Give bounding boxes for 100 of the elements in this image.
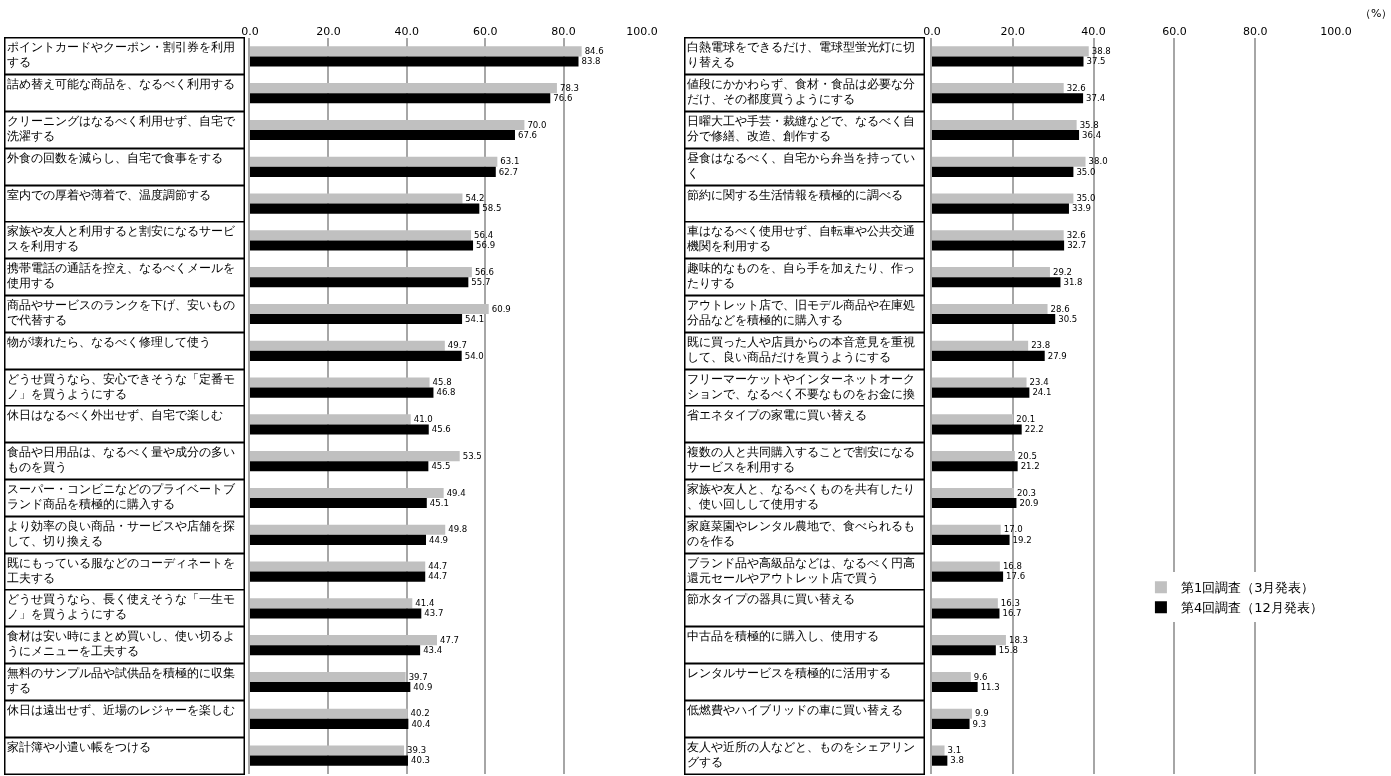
- bar: [250, 561, 426, 572]
- y-tick-label: 既に買った人や店員からの本音意見を重視して、良い商品だけを買うようにする: [686, 334, 915, 365]
- data-label: 40.2: [410, 708, 430, 719]
- y-tick-label: 趣味的なものを、自ら手を加えたり、作ったりする: [686, 260, 915, 291]
- y-tick-label: 家族や友人と利用すると割安になるサービスを利用する: [6, 223, 236, 254]
- data-label: 23.4: [1029, 377, 1049, 388]
- y-tick-label: 食材は安い時にまとめ買いし、使い切るようにメニューを工夫する: [6, 628, 235, 659]
- data-label: 37.5: [1086, 56, 1106, 67]
- x-tick-label: 0.0: [241, 24, 259, 38]
- data-label: 31.8: [1063, 276, 1083, 287]
- data-label: 54.1: [465, 313, 485, 324]
- data-label: 20.5: [1017, 450, 1037, 461]
- data-label: 46.8: [436, 387, 456, 398]
- y-tick-label: 低燃費やハイブリッドの車に買い替える: [686, 702, 903, 717]
- data-label: 23.8: [1031, 340, 1051, 351]
- data-label: 44.7: [428, 571, 448, 582]
- data-label: 29.2: [1052, 266, 1073, 277]
- data-label: 55.7: [471, 276, 491, 287]
- data-label: 28.6: [1050, 303, 1070, 314]
- data-label: 11.3: [980, 681, 1000, 692]
- data-label: 45.5: [431, 460, 451, 471]
- bar: [250, 635, 437, 646]
- bar: [932, 414, 1014, 425]
- bar: [250, 718, 409, 729]
- data-label: 47.7: [440, 634, 460, 645]
- bar: [932, 534, 1010, 545]
- bar: [932, 277, 1061, 288]
- data-label: 32.6: [1066, 230, 1086, 241]
- bar: [932, 340, 1029, 351]
- y-tick-label: 既にもっている服などのコーディネートを工夫する: [6, 555, 235, 586]
- data-label: 41.4: [415, 598, 435, 609]
- data-label: 17.0: [1003, 524, 1023, 535]
- y-tick-label: 休日はなるべく外出せず、自宅で楽しむ: [6, 407, 223, 422]
- y-tick-label: レンタルサービスを積極的に活用する: [686, 665, 891, 680]
- bar: [250, 487, 444, 498]
- bar: [932, 524, 1001, 535]
- data-label: 22.2: [1024, 424, 1044, 435]
- bar: [932, 203, 1069, 214]
- data-label: 40.4: [411, 718, 431, 729]
- y-tick-label: 友人や近所の人などと、ものをシェアリングする: [686, 739, 915, 770]
- bar: [250, 598, 413, 609]
- bar: [932, 240, 1065, 251]
- data-label: 3.1: [947, 745, 962, 756]
- x-tick-label: 80.0: [1242, 24, 1268, 38]
- bar: [932, 303, 1048, 314]
- bar: [932, 377, 1027, 388]
- data-label: 20.3: [1017, 487, 1037, 498]
- bar: [250, 230, 472, 241]
- y-tick-label: 詰め替え可能な商品を、なるべく利用する: [6, 76, 235, 91]
- y-tick-label: ブランド品や高級品などは、なるべく円高還元セールやアウトレット店で買う: [686, 555, 915, 586]
- data-label: 35.0: [1076, 193, 1096, 204]
- bar: [932, 230, 1064, 241]
- y-tick-label: より効率の良い商品・サービスや店舗を探して、切り換える: [6, 518, 235, 549]
- bar: [250, 387, 434, 398]
- bar: [932, 156, 1086, 167]
- bar: [250, 645, 421, 656]
- y-tick-label: 家族や友人と、なるべくものを共有したり、使い回しして使用する: [686, 481, 915, 512]
- y-tick-label: 家計簿や小遣い帳をつける: [6, 739, 151, 754]
- bar: [250, 166, 496, 177]
- bar: [250, 377, 430, 388]
- data-label: 49.4: [446, 487, 466, 498]
- bar: [250, 46, 582, 57]
- data-label: 20.9: [1019, 497, 1039, 508]
- data-label: 62.7: [498, 166, 518, 177]
- bar: [250, 83, 557, 94]
- bar: [932, 718, 970, 729]
- bar: [932, 645, 996, 656]
- y-tick-label: 値段にかかわらず、食材・食品は必要な分だけ、その都度買うようにする: [686, 76, 915, 107]
- bar: [932, 745, 945, 756]
- data-label: 45.8: [432, 377, 452, 388]
- y-tick-label: 昼食はなるべく、自宅から弁当を持っていく: [686, 150, 915, 181]
- bar: [932, 561, 1000, 572]
- data-label: 40.3: [411, 755, 431, 766]
- data-label: 54.2: [465, 193, 485, 204]
- data-label: 32.7: [1067, 240, 1087, 251]
- bar: [250, 424, 429, 435]
- data-label: 24.1: [1032, 387, 1052, 398]
- data-label: 84.6: [584, 46, 604, 57]
- bar: [932, 671, 971, 682]
- data-label: 44.9: [429, 534, 449, 545]
- x-tick-label: 60.0: [1162, 24, 1187, 38]
- data-label: 16.3: [1000, 598, 1020, 609]
- bar: [932, 424, 1022, 435]
- bar: [932, 498, 1017, 509]
- y-tick-label: どうせ買うなら、長く使えそうな「一生モノ」を買うようにする: [6, 591, 235, 622]
- y-tick-label: 複数の人と共同購入することで割安になるサービスを利用する: [686, 444, 915, 475]
- bar: [250, 93, 551, 104]
- bar: [932, 46, 1089, 57]
- data-label: 41.0: [413, 414, 433, 425]
- bar: [250, 130, 515, 141]
- bar: [250, 571, 426, 582]
- bar: [250, 745, 405, 756]
- bar: [250, 682, 411, 693]
- bar: [932, 598, 998, 609]
- data-label: 32.6: [1066, 82, 1086, 93]
- data-label: 58.5: [482, 203, 502, 214]
- data-label: 39.7: [408, 671, 428, 682]
- bar: [250, 350, 462, 361]
- data-label: 76.6: [553, 92, 573, 103]
- data-label: 38.8: [1091, 46, 1111, 57]
